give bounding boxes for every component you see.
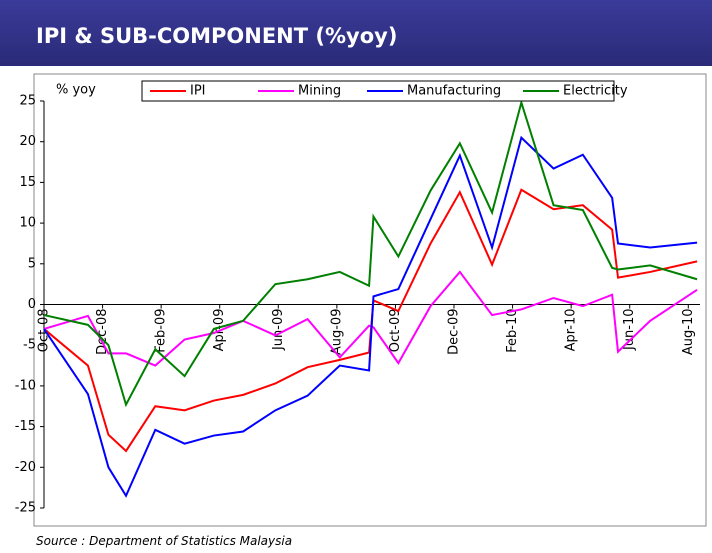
legend-label: Mining xyxy=(298,84,341,99)
y-tick-label: -5 xyxy=(23,338,36,353)
header: IPI & SUB-COMPONENT (%yoy) xyxy=(0,0,712,66)
x-tick-label: Aug-09 xyxy=(329,309,344,356)
series-line xyxy=(43,135,698,498)
source: Source : Department of Statistics Malays… xyxy=(36,534,293,548)
x-tick-label: Aug-10 xyxy=(681,309,696,356)
y-tick-label: -15 xyxy=(15,419,36,434)
x-tick-label: Jun-09 xyxy=(271,309,286,352)
y-tick-label: 5 xyxy=(28,256,36,271)
y-tick-label: -25 xyxy=(15,501,36,516)
x-tick-label: Dec-09 xyxy=(447,309,462,355)
y-tick-label: 20 xyxy=(19,134,36,149)
legend-label: Manufacturing xyxy=(407,84,501,99)
series-line xyxy=(43,99,698,408)
y-tick-label: -10 xyxy=(15,378,36,393)
y-axis-label: % yoy xyxy=(56,83,96,98)
x-tick-label: Feb-09 xyxy=(154,309,169,353)
x-tick-label: Feb-10 xyxy=(505,309,520,353)
x-tick-label: Jun-10 xyxy=(622,309,637,352)
y-tick-label: 25 xyxy=(19,94,36,109)
y-tick-label: 15 xyxy=(19,175,36,190)
series-line xyxy=(43,188,698,453)
y-tick-label: 0 xyxy=(28,297,36,312)
y-tick-label: -20 xyxy=(15,460,36,475)
x-tick-label: Oct-09 xyxy=(388,309,403,353)
legend-label: Electricity xyxy=(563,84,628,99)
x-tick-label: Apr-10 xyxy=(564,309,579,352)
title: IPI & SUB-COMPONENT (%yoy) xyxy=(36,24,398,48)
chart-frame xyxy=(33,73,707,527)
legend-label: IPI xyxy=(190,84,206,99)
y-tick-label: 10 xyxy=(19,216,36,231)
